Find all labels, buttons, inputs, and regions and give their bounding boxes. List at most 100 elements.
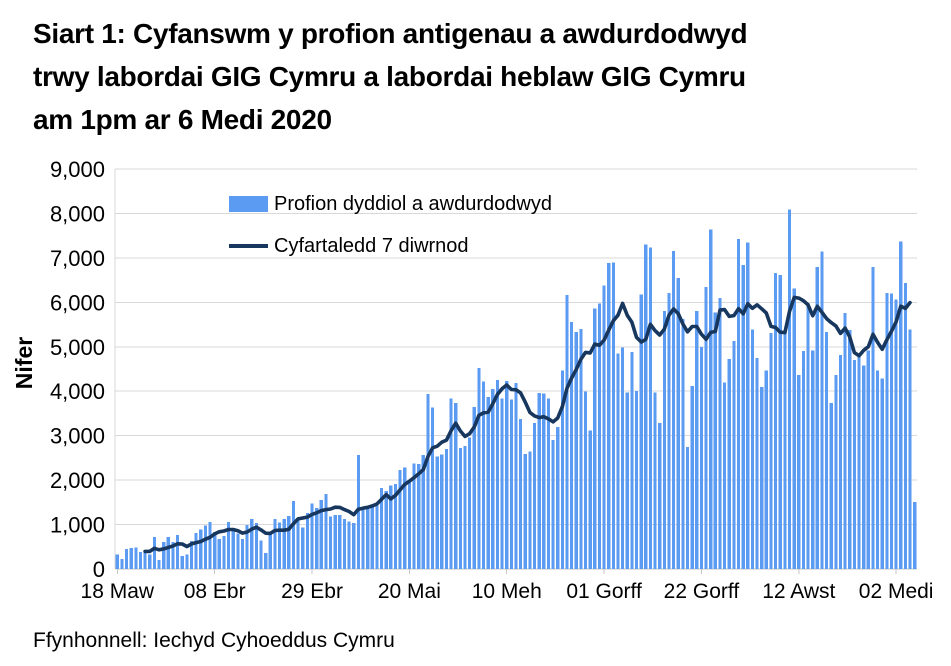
daily-tests-bar [709,229,713,569]
daily-tests-bar [894,299,898,569]
daily-tests-bar [792,288,796,569]
source-note: Ffynhonnell: Iechyd Cyhoeddus Cymru [33,629,395,652]
daily-tests-bar [379,488,384,569]
daily-tests-bar [203,525,207,569]
daily-tests-bar [769,333,773,569]
daily-tests-bar [848,329,852,569]
daily-tests-bar [718,297,722,569]
daily-tests-bar [324,493,328,569]
daily-tests-bar [880,378,884,569]
daily-tests-bar [505,381,509,569]
daily-tests-bar [213,532,217,569]
daily-tests-bar [597,303,602,569]
daily-tests-bar [634,391,639,569]
daily-tests-bar [611,262,615,569]
daily-tests-bar [755,357,759,569]
daily-tests-bar [417,464,421,569]
legend-item-bars: Profion dyddiol a awdurdodwyd [229,192,552,216]
daily-tests-bar [240,539,245,569]
daily-tests-bar [282,519,286,569]
daily-tests-bar [658,422,662,569]
daily-tests-bar [333,514,337,569]
daily-tests-bar [588,430,592,569]
daily-tests-bar [778,275,782,569]
daily-tests-bar [481,381,486,569]
daily-tests-bar [384,490,388,569]
daily-tests-bar [426,393,430,569]
daily-tests-bar [732,341,736,569]
daily-tests-bar [403,467,407,569]
daily-tests-bar [871,267,875,569]
daily-tests-bar [342,518,347,569]
y-tick-label: 5,000 [50,335,105,360]
daily-tests-bar [672,251,676,569]
x-tick-label: 10 Meh [472,580,542,603]
daily-tests-bar [199,529,203,569]
daily-tests-bar [338,514,342,569]
daily-tests-bar [162,541,166,569]
daily-tests-bar [250,518,254,569]
daily-tests-bar [662,311,666,569]
daily-tests-bar [838,354,843,569]
daily-tests-bar [226,522,231,569]
daily-tests-bar [435,456,439,569]
daily-tests-bar [820,251,824,570]
daily-tests-bar [375,505,379,569]
daily-tests-bar [115,554,119,569]
daily-tests-bar [189,541,194,569]
daily-tests-bar [644,244,648,569]
daily-tests-bar [491,389,495,569]
daily-tests-bar [231,529,235,569]
daily-tests-bar [175,534,180,569]
daily-tests-bar [412,463,416,569]
daily-tests-bar [194,532,198,569]
daily-tests-bar [444,449,449,569]
daily-tests-bar [356,455,360,569]
daily-tests-bar [630,352,634,569]
daily-tests-bar [667,293,671,569]
daily-tests-bar [866,350,870,569]
daily-tests-bar [500,398,504,569]
daily-tests-bar [829,403,833,569]
x-tick-label: 18 Maw [81,580,155,603]
daily-tests-bar [699,346,704,569]
daily-tests-bar [862,365,866,569]
daily-tests-bar [903,282,908,569]
daily-tests-bar [797,375,801,569]
chart-title-line-2: trwy labordai GIG Cymru a labordai hebla… [33,61,746,92]
daily-tests-bar [574,332,578,569]
daily-tests-bar [180,556,184,569]
legend-item-line: Cyfartaledd 7 diwrnod [229,234,552,258]
daily-tests-bar [328,516,333,569]
daily-tests-bar [477,368,481,569]
daily-tests-bar [885,293,889,569]
daily-tests-bar [514,383,518,569]
daily-tests-bar [287,516,291,569]
line-series-swatch [229,244,268,248]
daily-tests-bar [468,437,472,569]
daily-tests-bar [222,536,226,569]
daily-tests-bar [787,209,792,569]
y-tick-label: 1,000 [50,513,105,538]
daily-tests-bar [857,353,861,569]
daily-tests-bar [217,539,221,569]
daily-tests-bar [570,321,574,569]
daily-tests-bar [319,500,323,569]
daily-tests-bar [277,522,282,569]
line-series-label: Cyfartaledd 7 diwrnod [274,234,469,257]
daily-tests-bar [185,554,189,569]
seven-day-average-line [143,295,912,554]
x-tick-label: 01 Gorff [566,580,642,603]
daily-tests-bar [440,454,444,569]
daily-tests-bar [621,347,625,569]
daily-tests-bar [625,392,629,569]
daily-tests-bar [264,553,268,569]
daily-tests-bar [593,308,597,569]
daily-tests-bar [551,440,555,569]
daily-tests-bar [273,519,277,569]
daily-tests-bar [208,522,212,569]
x-tick-label: 29 Ebr [281,580,343,603]
x-tick-label: 22 Gorff [664,580,740,603]
daily-tests-bar [305,513,309,569]
daily-tests-bar [815,266,819,569]
